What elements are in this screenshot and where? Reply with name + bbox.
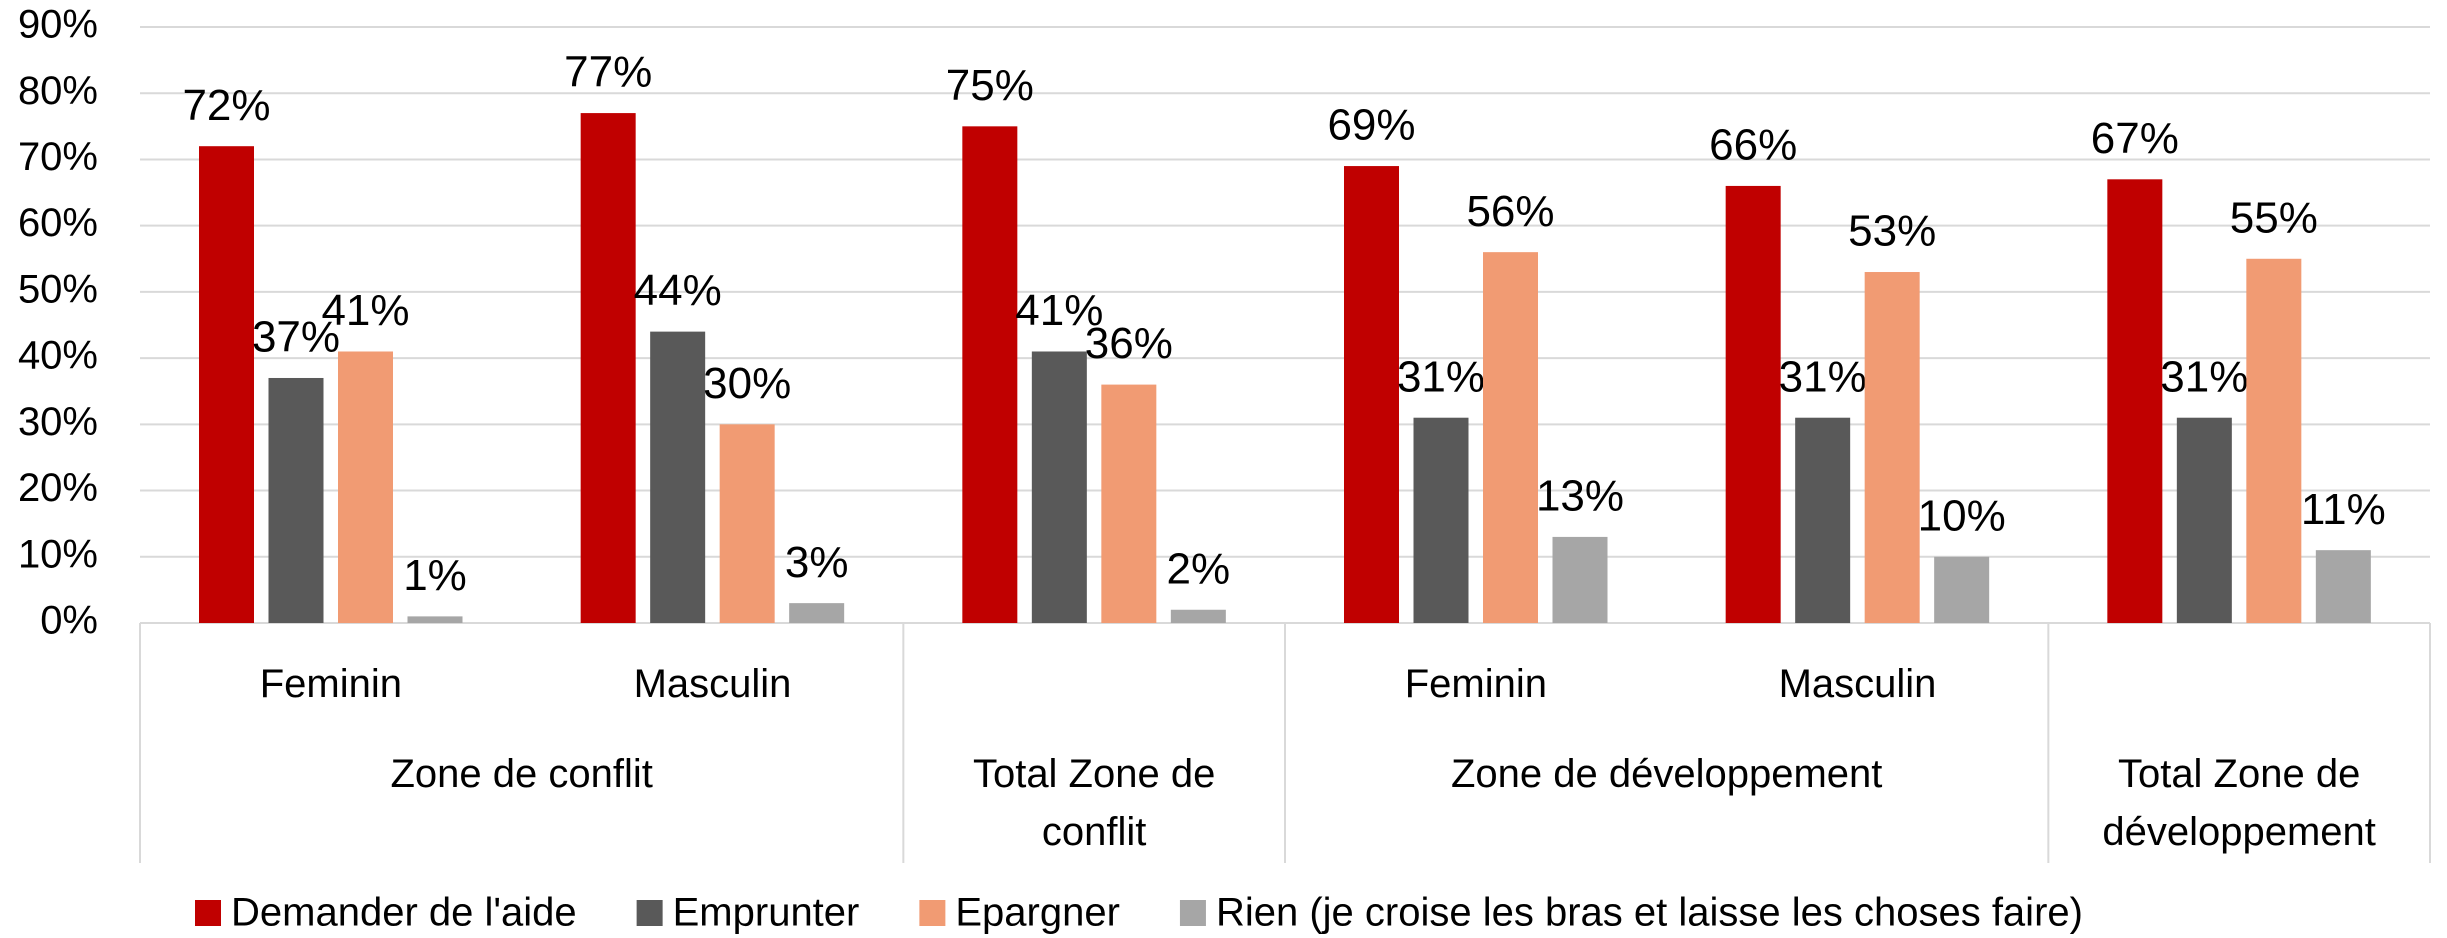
bar: [1413, 417, 1469, 623]
bar: [1864, 272, 1920, 623]
y-tick-label: 30%: [18, 400, 98, 444]
data-label: 31%: [1779, 352, 1867, 401]
data-label: 53%: [1848, 207, 1936, 256]
data-label: 55%: [2230, 193, 2318, 242]
bar: [650, 331, 706, 623]
data-label: 3%: [785, 538, 849, 587]
group-label: Total Zone de développement: [2102, 752, 2376, 854]
bar: [2315, 550, 2371, 623]
bar: [2246, 258, 2302, 623]
bar: [1170, 609, 1226, 623]
data-label: 13%: [1536, 472, 1624, 521]
legend-swatch: [919, 900, 946, 926]
group-label: Zone de développement: [1450, 752, 1883, 796]
y-tick-label: 90%: [18, 3, 98, 47]
y-tick-label: 80%: [18, 69, 98, 113]
x-tick-label: Feminin: [1404, 662, 1547, 706]
bar: [580, 113, 636, 623]
group-label: Total Zone de conflit: [972, 752, 1216, 854]
bar: [789, 603, 845, 623]
data-label: 66%: [1709, 121, 1797, 170]
y-tick-label: 70%: [18, 135, 98, 179]
y-tick-label: 60%: [18, 201, 98, 245]
y-tick-label: 10%: [18, 532, 98, 576]
data-label: 2%: [1167, 544, 1231, 593]
bar: [1795, 417, 1851, 623]
bar: [338, 351, 393, 623]
data-label: 77%: [564, 48, 652, 97]
bar: [1725, 185, 1781, 623]
legend-label: Rien (je croise les bras et laisse les c…: [1216, 891, 2083, 935]
legend-label: Emprunter: [673, 891, 860, 935]
bar: [962, 126, 1018, 623]
data-label: 10%: [1918, 491, 2006, 540]
bar: [1552, 536, 1608, 623]
data-label: 37%: [252, 313, 340, 362]
group-label: Zone de conflit: [390, 752, 653, 796]
legend-swatch: [1179, 900, 1206, 926]
bar: [407, 616, 463, 623]
x-tick-label: Masculin: [1778, 662, 1937, 706]
x-tick-label: Masculin: [633, 662, 792, 706]
bar: [199, 146, 254, 623]
bar: [1344, 166, 1399, 624]
y-tick-label: 0%: [40, 599, 98, 643]
data-label: 31%: [2160, 352, 2248, 401]
legend-swatch: [195, 900, 221, 926]
data-label: 41%: [321, 286, 409, 335]
legend-label: Demander de l'aide: [231, 891, 577, 935]
legend-swatch: [636, 900, 663, 926]
bar: [719, 424, 775, 623]
data-label: 56%: [1466, 187, 1554, 236]
data-label: 72%: [182, 81, 270, 130]
data-label: 31%: [1397, 352, 1485, 401]
data-label: 41%: [1015, 286, 1103, 335]
data-label: 30%: [703, 359, 791, 408]
y-tick-label: 50%: [18, 267, 98, 311]
legend-label: Epargner: [955, 891, 1120, 935]
bar: [1483, 252, 1538, 623]
y-tick-label: 40%: [18, 334, 98, 378]
bar: [1101, 384, 1157, 623]
data-label: 67%: [2091, 114, 2179, 163]
x-tick-label: Feminin: [259, 662, 402, 706]
bar: [2107, 179, 2163, 624]
data-label: 1%: [403, 551, 467, 600]
data-label: 69%: [1327, 101, 1415, 150]
bar: [268, 377, 324, 623]
data-label: 75%: [946, 61, 1034, 110]
bar: [1031, 351, 1087, 623]
bar: [2176, 417, 2232, 623]
data-label: 11%: [2301, 485, 2386, 534]
data-label: 36%: [1085, 319, 1173, 368]
bar: [1934, 556, 1990, 623]
data-label: 44%: [634, 266, 722, 315]
y-tick-label: 20%: [18, 466, 98, 510]
